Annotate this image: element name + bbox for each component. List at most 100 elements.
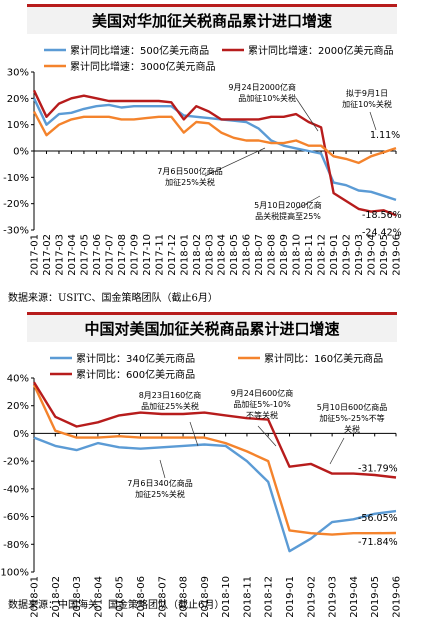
legend-label: 累计同比增速：3000亿美元商品 xyxy=(70,60,215,73)
x-tick-label: 2019-02 xyxy=(306,576,317,618)
chart-title: 美国对华加征关税商品累计进口增速 xyxy=(27,4,397,34)
annotation-text: 9月24日600亿商 xyxy=(231,388,294,398)
series-line xyxy=(32,97,397,202)
x-tick-label: 2018-05 xyxy=(229,234,240,276)
annotation-text: 加征5%-25%不等 xyxy=(319,413,384,423)
x-tick-label: 2017-12 xyxy=(167,234,178,276)
y-tick-label: -20% xyxy=(3,457,29,468)
annotation-text: 8月23日160亿商 xyxy=(139,390,202,400)
x-tick-label: 2017-04 xyxy=(67,234,78,276)
x-tick-label: 2019-04 xyxy=(367,234,378,276)
source-note: 数据来源：USITC、国金策略团队（截止6月） xyxy=(8,293,218,304)
annotation-text: 7月6日340亿商品 xyxy=(127,478,192,488)
x-tick-label: 2019-03 xyxy=(328,576,339,618)
y-tick-label: -60% xyxy=(3,512,29,523)
x-tick-label: 2018-01 xyxy=(30,576,41,618)
x-tick-label: 2018-09 xyxy=(279,234,290,276)
end-value-label: -31.79% xyxy=(358,463,398,474)
x-tick-label: 2018-04 xyxy=(217,234,228,276)
series-line xyxy=(33,436,397,553)
legend-label: 累计同比：160亿美元商品 xyxy=(264,352,383,365)
annotation-text: 品关税提高至25% xyxy=(255,211,321,221)
x-tick-label: 2018-07 xyxy=(157,576,168,618)
chart-panel-us-tariffs: 美国对华加征关税商品累计进口增速 累计同比增速：500亿美元商品 累计同比增速：2… xyxy=(0,0,421,305)
x-tick-label: 2018-12 xyxy=(317,234,328,276)
annotation-leader xyxy=(369,111,377,131)
x-tick-label: 2018-06 xyxy=(242,234,253,276)
series-line xyxy=(32,384,397,536)
x-tick-label: 2018-06 xyxy=(136,576,147,618)
end-value-label: -56.05% xyxy=(358,513,398,524)
x-tick-label: 2017-05 xyxy=(79,234,90,276)
series-line xyxy=(32,89,397,217)
annotation-leader xyxy=(159,459,166,479)
x-tick-label: 2019-06 xyxy=(392,234,403,276)
chart-title: 中国对美国加征关税商品累计进口增速 xyxy=(27,312,397,342)
y-tick-label: 0% xyxy=(13,147,29,158)
y-tick-label: 0% xyxy=(13,429,29,440)
annotation-leader xyxy=(294,195,321,211)
annotation-text: 5月10日2000亿商 xyxy=(254,200,322,210)
x-tick-label: 2017-10 xyxy=(142,234,153,276)
annotation-text: 加征25%关税 xyxy=(165,177,215,187)
end-value-label: -18.56% xyxy=(362,210,402,221)
annotation-text: 加征10%关税 xyxy=(342,99,392,109)
series-line xyxy=(32,110,397,165)
x-tick-label: 2019-01 xyxy=(285,576,296,618)
annotation-text: 不等关税 xyxy=(246,410,278,420)
x-tick-label: 2019-03 xyxy=(354,234,365,276)
x-tick-label: 2018-11 xyxy=(304,234,315,276)
annotation-text: 品加征25%关税 xyxy=(141,401,199,411)
annotation-text: 品加征10%关税 xyxy=(238,93,296,103)
source-note: 数据来源：中国海关、国金策略团队（截止6月） xyxy=(8,600,225,611)
y-tick-label: -40% xyxy=(3,484,29,495)
y-tick-label: -30% xyxy=(3,226,29,237)
x-tick-label: 2018-11 xyxy=(242,576,253,618)
x-tick-label: 2018-04 xyxy=(93,576,104,618)
x-tick-label: 2017-01 xyxy=(30,234,41,276)
x-tick-label: 2017-03 xyxy=(54,234,65,276)
y-tick-label: -100% xyxy=(0,568,29,579)
annotation-text: 7月6日500亿商品 xyxy=(157,166,222,176)
y-tick-label: -80% xyxy=(3,540,29,551)
x-tick-label: 2017-02 xyxy=(42,234,53,276)
annotation-text: 5月10日600亿商品 xyxy=(317,402,388,412)
x-tick-label: 2019-06 xyxy=(392,576,403,618)
annotation-text: 加征25%关税 xyxy=(135,489,185,499)
y-tick-label: -10% xyxy=(3,173,29,184)
x-tick-label: 2019-01 xyxy=(329,234,340,276)
x-tick-label: 2017-06 xyxy=(92,234,103,276)
x-tick-label: 2018-05 xyxy=(115,576,126,618)
series-line xyxy=(32,381,397,479)
x-tick-label: 2018-10 xyxy=(221,576,232,618)
x-tick-label: 2018-08 xyxy=(267,234,278,276)
end-value-label: -24.42% xyxy=(362,227,402,238)
annotation-leader xyxy=(329,437,345,465)
annotation-leader xyxy=(204,147,266,177)
legend-label: 累计同比增速：2000亿美元商品 xyxy=(248,44,393,57)
x-tick-label: 2019-05 xyxy=(370,576,381,618)
annotation-leader xyxy=(189,421,199,447)
legend-label: 累计同比：600亿美元商品 xyxy=(76,368,195,381)
legend-label: 累计同比：340亿美元商品 xyxy=(76,352,195,365)
y-tick-label: 10% xyxy=(7,120,29,131)
y-tick-label: 40% xyxy=(7,374,29,385)
annotation-leader xyxy=(257,425,277,447)
x-tick-label: 2019-02 xyxy=(342,234,353,276)
y-tick-label: 20% xyxy=(7,401,29,412)
annotation-text: 拟于9月1日 xyxy=(346,88,388,98)
legend-label: 累计同比增速：500亿美元商品 xyxy=(70,44,209,57)
annotation-text: 9月24日2000亿商 xyxy=(228,82,296,92)
end-value-label: -71.84% xyxy=(358,537,398,548)
chart-panel-china-tariffs: 中国对美国加征关税商品累计进口增速 累计同比：340亿美元商品 累计同比：160亿… xyxy=(0,312,421,618)
x-tick-label: 2018-02 xyxy=(192,234,203,276)
y-tick-label: -20% xyxy=(3,199,29,210)
x-tick-label: 2017-08 xyxy=(117,234,128,276)
annotation-text: 品加征5%-10% xyxy=(233,399,291,409)
y-tick-label: 30% xyxy=(7,68,29,79)
chart-svg: 累计同比增速：500亿美元商品 累计同比增速：2000亿美元商品累计同比增速：30… xyxy=(3,44,403,276)
x-tick-label: 2019-05 xyxy=(379,234,390,276)
x-tick-label: 2018-02 xyxy=(51,576,62,618)
x-tick-label: 2017-09 xyxy=(129,234,140,276)
